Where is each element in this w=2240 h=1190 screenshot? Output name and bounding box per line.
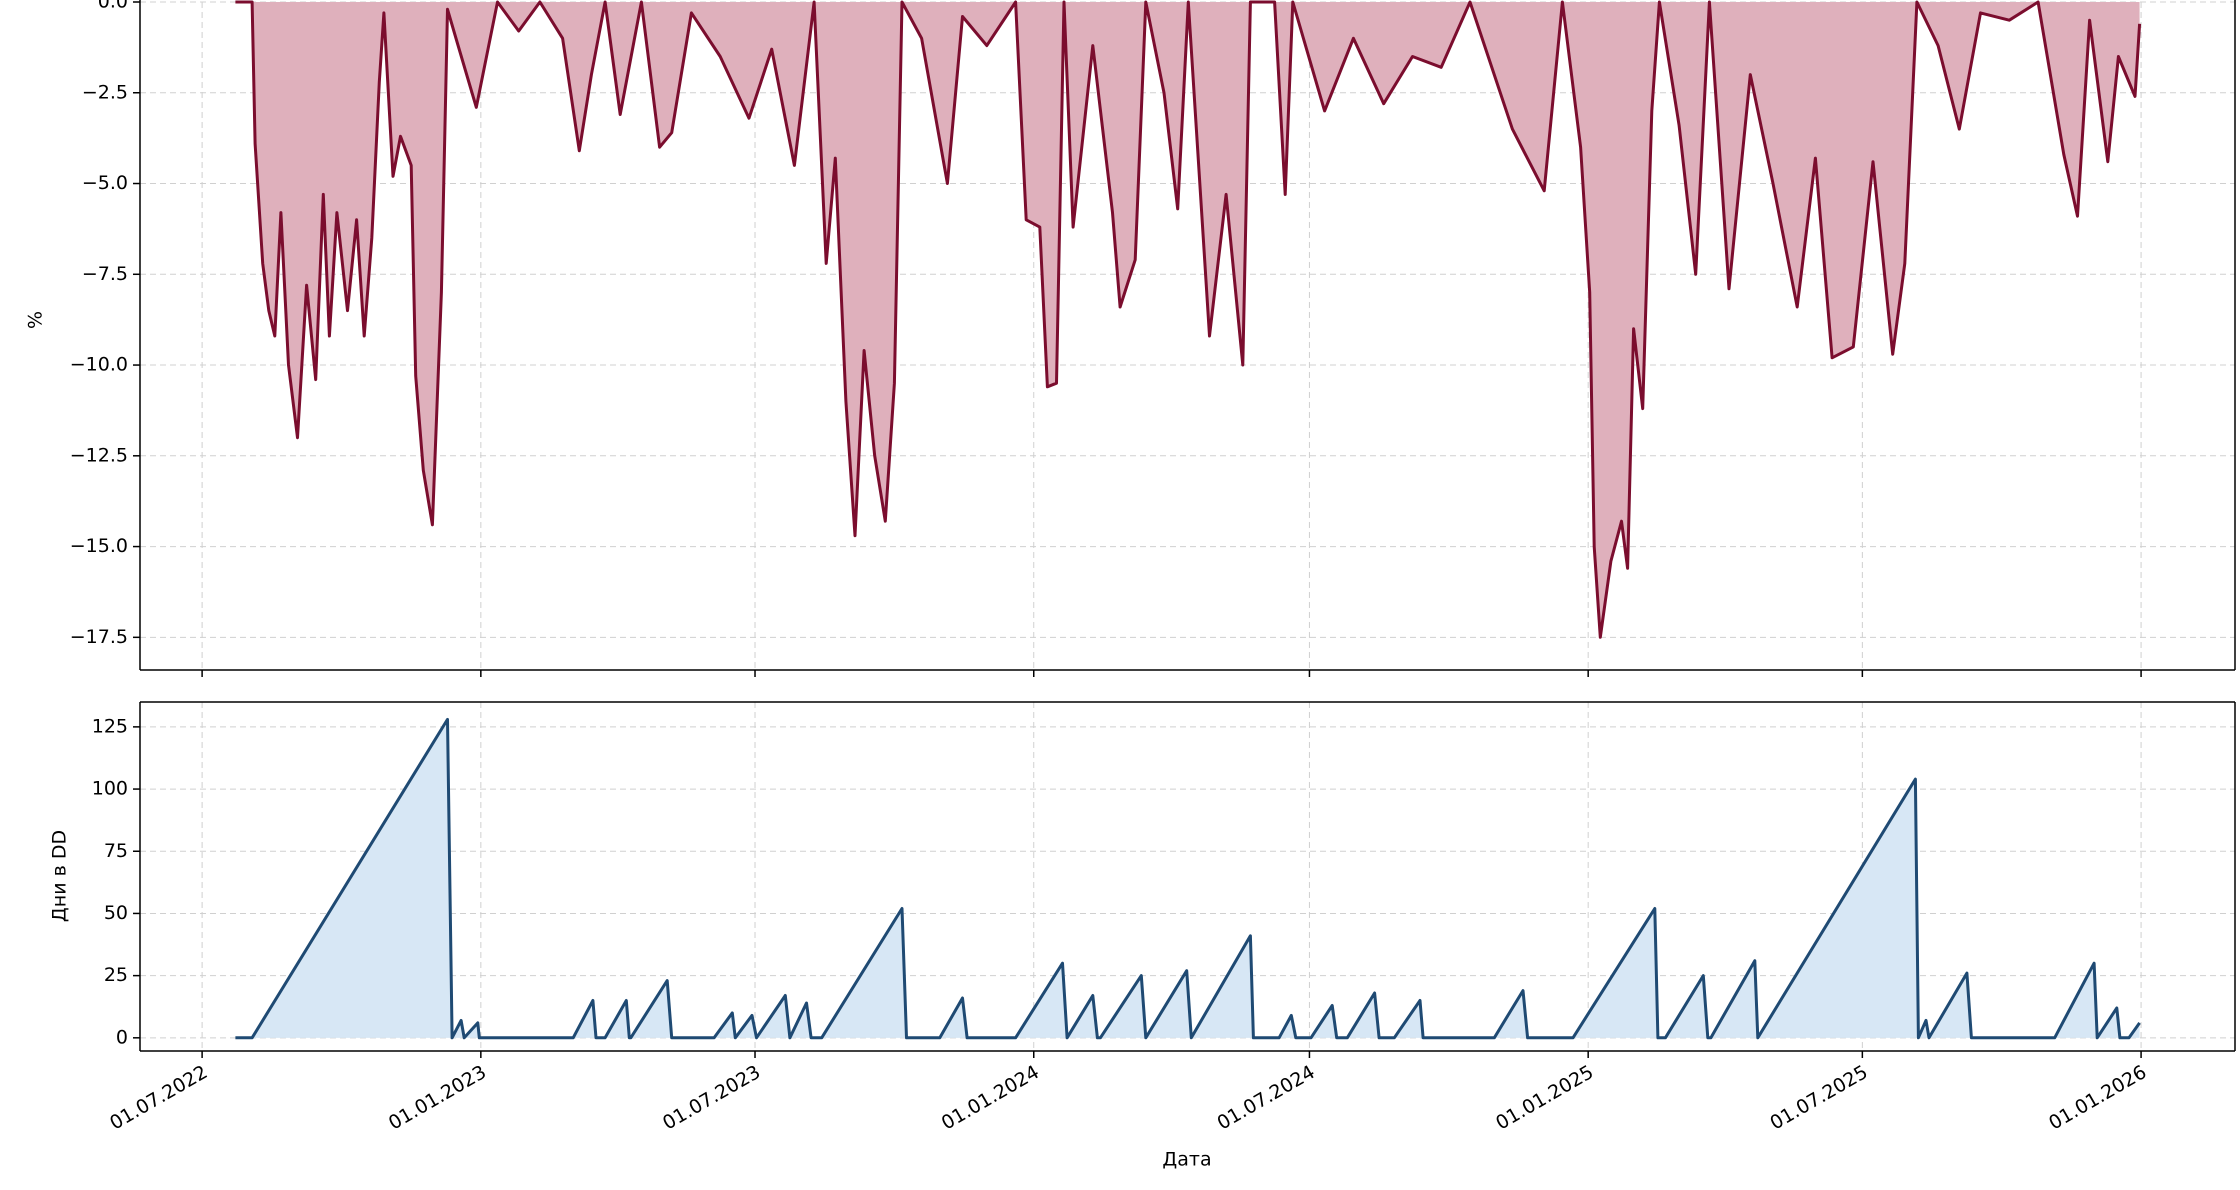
y-tick-label: −12.5 — [70, 444, 128, 466]
y-tick-label: −17.5 — [70, 626, 128, 648]
line — [235, 717, 2141, 1040]
y-tick-label: 75 — [104, 840, 128, 862]
x-tick-label: 01.01.2026 — [2045, 1061, 2150, 1134]
x-tick-label: 01.01.2025 — [1492, 1061, 1597, 1134]
x-tick-label: 01.01.2024 — [938, 1061, 1043, 1134]
y-tick-label: 25 — [104, 964, 128, 986]
y-tick-label: 0 — [116, 1026, 128, 1048]
y-tick-label: 125 — [92, 715, 128, 737]
x-tick-label: 01.07.2023 — [659, 1061, 764, 1134]
y-axis-label: Дни в DD — [49, 830, 71, 922]
y-tick-label: −15.0 — [70, 535, 128, 557]
y-tick-label: −2.5 — [82, 81, 128, 103]
y-tick-label: 0.0 — [98, 0, 128, 13]
x-tick-label: 01.07.2025 — [1766, 1061, 1871, 1134]
y-tick-label: −5.0 — [82, 172, 128, 194]
y-tick-label: −10.0 — [70, 354, 128, 376]
y-tick-label: 50 — [104, 902, 128, 924]
area-fill — [235, 2, 2140, 638]
y-tick-label: −7.5 — [82, 263, 128, 285]
x-tick-label: 01.07.2024 — [1213, 1061, 1318, 1134]
y-axis-label: % — [25, 311, 47, 329]
x-axis-label: Дата — [1162, 1149, 1211, 1171]
x-tick-label: 01.07.2022 — [106, 1061, 211, 1134]
y-tick-label: 100 — [92, 778, 128, 800]
line — [235, 0, 2142, 639]
x-tick-label: 01.01.2023 — [385, 1061, 490, 1134]
